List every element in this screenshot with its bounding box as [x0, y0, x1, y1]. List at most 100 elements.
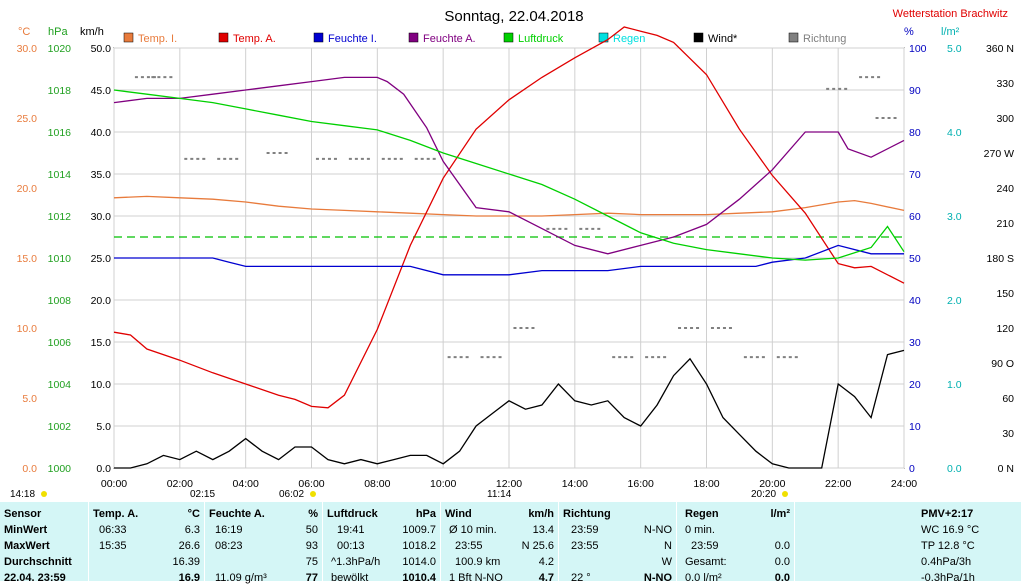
temp-axis-tick: 15.0	[17, 253, 38, 265]
marker-t06-time: 06:02	[279, 489, 304, 500]
label-sensor: Sensor	[4, 508, 42, 520]
humidity-max-time: 08:23	[215, 540, 243, 552]
pressure-trend: ^1.3hPa/h	[331, 556, 381, 568]
wind-gust-time: 23:55	[455, 540, 483, 552]
legend-swatch	[218, 32, 229, 43]
x-axis-tick: 20:00	[759, 478, 785, 490]
pressure-weather: bewölkt	[331, 572, 369, 584]
rain-r2: 0.0	[774, 540, 790, 552]
humidity-now: 77	[305, 572, 318, 584]
marker-first-time: 14:18	[10, 489, 35, 500]
label-current: 22.04. 23:59	[4, 572, 66, 584]
rain-axis-tick: 0.0	[947, 463, 962, 475]
wind-now: 4.7	[538, 572, 554, 584]
legend-label: Luftdruck	[518, 33, 564, 45]
pressure-axis-tick: 1006	[48, 337, 72, 349]
humidity-axis-tick: 40	[909, 295, 921, 307]
stats-direction-col: Richtung 23:59 N-NO 23:55 N W 22 ° N-NO	[559, 502, 676, 584]
humidity-header: Feuchte A.	[209, 508, 265, 520]
direction-now: N-NO	[643, 572, 672, 584]
temp-max-time: 15:35	[99, 540, 127, 552]
humidity-axis-tick: 100	[909, 43, 927, 55]
chart-time-markers: 14:18 02:15 06:02 11:14 20:20	[10, 489, 788, 500]
pressure-now: 1010.4	[402, 572, 436, 584]
wind-axis-tick: 5.0	[96, 421, 111, 433]
temp-unit-label: °C	[18, 26, 30, 38]
rain-axis-tick: 4.0	[947, 127, 962, 139]
rain-r2-time: 23:59	[691, 540, 719, 552]
humidity-unit-label: %	[904, 26, 914, 38]
pressure-unit-label: hPa	[48, 26, 68, 38]
humidity-unit: %	[308, 508, 318, 520]
wind-avg: 4.2	[538, 556, 554, 568]
series-temp-a-line	[113, 26, 905, 409]
x-axis-tick: 18:00	[693, 478, 719, 490]
rain-axis-tick: 5.0	[947, 43, 962, 55]
wind-axis-tick: 15.0	[91, 337, 112, 349]
x-axis-tick: 08:00	[364, 478, 390, 490]
pressure-axis-tick: 1018	[48, 85, 72, 97]
station-name: Wetterstation Brachwitz	[893, 8, 1008, 20]
pmv-tp: TP 12.8 °C	[921, 540, 975, 552]
pressure-axis-tick: 1012	[48, 211, 72, 223]
x-axis-tick: 04:00	[233, 478, 259, 490]
wind-unit: km/h	[528, 508, 554, 520]
legend-label: Feuchte I.	[328, 33, 377, 45]
rain-now: 0.0	[774, 572, 790, 584]
wind-axis-tick: 45.0	[91, 85, 112, 97]
pmv-header: PMV+2:17	[921, 508, 974, 520]
temp-axis-tick: 10.0	[17, 323, 38, 335]
legend-label: Richtung	[803, 33, 846, 45]
direction-axis-tick: 210	[996, 218, 1014, 230]
legend-swatch	[693, 32, 704, 43]
label-avg: Durchschnitt	[4, 556, 72, 568]
humidity-axis-tick: 50	[909, 253, 921, 265]
series-feuchte-a-line	[113, 76, 905, 255]
chart-grid	[113, 47, 905, 469]
temp-max: 26.6	[178, 540, 200, 552]
stats-rain-col: Regen l/m² 0 min. 23:59 0.0 Gesamt: 0.0 0.0…	[677, 502, 794, 584]
label-min: MinWert	[4, 524, 48, 536]
direction-r1-time: 23:59	[571, 524, 599, 536]
pressure-axis-tick: 1010	[48, 253, 72, 265]
humidity-axis-tick: 70	[909, 169, 921, 181]
direction-axis-tick: 30	[1002, 428, 1014, 440]
direction-axis-tick: 270 W	[984, 148, 1014, 160]
series-wind-line	[114, 349, 905, 469]
wind-avg10-label: Ø 10 min.	[449, 524, 497, 536]
x-axis-tick: 22:00	[825, 478, 851, 490]
stats-humidity-col: Feuchte A.% 16:19 50 08:23 93 75 11.09 g/m…	[205, 502, 322, 584]
marker-t20-dot	[782, 491, 788, 497]
rain-total-label: Gesamt:	[685, 556, 727, 568]
direction-axis-tick: 150	[996, 288, 1014, 300]
direction-axis-tick: 0 N	[998, 463, 1014, 475]
direction-r2-time: 23:55	[571, 540, 599, 552]
rain-total: 0.0	[774, 556, 790, 568]
legend-swatch	[788, 32, 799, 43]
pressure-axis-tick: 1000	[48, 463, 72, 475]
temp-header: Temp. A.	[93, 508, 139, 520]
wind-header: Wind	[445, 508, 472, 520]
temp-axis-tick: 25.0	[17, 113, 38, 125]
direction-axis-tick: 330	[996, 78, 1014, 90]
marker-first-dot	[41, 491, 47, 497]
temp-axis-tick: 5.0	[22, 393, 37, 405]
legend-swatch	[503, 32, 514, 43]
rain-rate: 0.0 l/m²	[685, 572, 722, 584]
x-axis-tick: 02:00	[167, 478, 193, 490]
direction-r2: N	[664, 540, 672, 552]
x-axis-tick: 06:00	[298, 478, 324, 490]
pressure-axis-tick: 1008	[48, 295, 72, 307]
temp-min: 6.3	[184, 524, 200, 536]
temp-min-time: 06:33	[99, 524, 127, 536]
rain-duration: 0 min.	[685, 524, 715, 536]
legend-label: Wind*	[708, 33, 738, 45]
chart-axes: 0.05.010.015.020.025.030.010001002100410…	[17, 43, 1015, 490]
wind-axis-tick: 50.0	[91, 43, 112, 55]
x-axis-tick: 10:00	[430, 478, 456, 490]
direction-r1: N-NO	[643, 524, 672, 536]
pressure-axis-tick: 1002	[48, 421, 72, 433]
humidity-axis-tick: 80	[909, 127, 921, 139]
stats-temp-col: Temp. A. °C 06:33 6.3 15:35 26.6 16.39 16.9	[89, 502, 204, 584]
stats-pressure-col: Luftdruck hPa 19:41 1009.7 00:13 1018.2 ^1.…	[323, 502, 440, 584]
